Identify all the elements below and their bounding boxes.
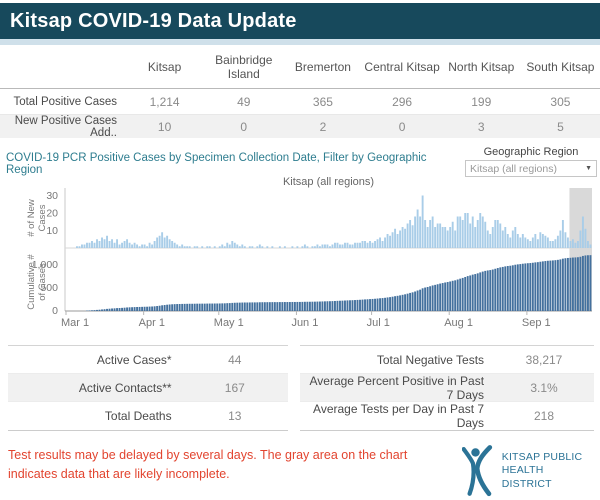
y1-tick-label: 30 xyxy=(46,190,58,202)
header-accent-strip xyxy=(0,39,600,45)
cases-chart[interactable]: 10 20 30 0 500 1,000 Mar 1 Apr 1 May 1 Jun 1 Jul 1… xyxy=(0,185,600,335)
stat-label: Active Contacts** xyxy=(78,380,172,395)
cell-value: 2 xyxy=(319,119,327,134)
column-header: North Kitsap xyxy=(448,59,515,74)
cell-value: 10 xyxy=(157,119,172,134)
cell-value: 0 xyxy=(398,119,406,134)
chevron-down-icon: ▼ xyxy=(585,165,592,172)
geographic-region-dropdown[interactable]: Kitsap (all regions) ▼ xyxy=(465,160,597,177)
y2-tick-label: 1,000 xyxy=(32,259,58,271)
stat-row: Total Deaths 13 xyxy=(8,402,288,430)
y2-axis-title: Cumulative #of Cases xyxy=(26,254,48,310)
page-title: Kitsap COVID-19 Data Update xyxy=(10,9,297,32)
x-tick-label: Mar 1 xyxy=(61,317,89,329)
column-header: Central Kitsap xyxy=(364,59,440,74)
chart-title: COVID-19 PCR Positive Cases by Specimen … xyxy=(6,152,427,176)
stat-value: 38,217 xyxy=(525,352,563,367)
column-header: South Kitsap xyxy=(526,59,595,74)
header-bar: Kitsap COVID-19 Data Update xyxy=(0,3,600,39)
cell-value: 0 xyxy=(240,119,248,134)
dropdown-value: Kitsap (all regions) xyxy=(470,162,557,175)
cell-value: 199 xyxy=(471,94,492,109)
x-tick-label: Apr 1 xyxy=(139,317,165,329)
new-cases-bars[interactable] xyxy=(76,195,592,249)
logo-line-1: KITSAP PUBLIC xyxy=(501,451,583,464)
table-row: Total Positive Cases 1,214 49 365 296 199 305 xyxy=(0,89,600,115)
stat-label: Active Cases* xyxy=(96,352,172,367)
filter-label: Geographic Region xyxy=(483,146,579,158)
column-header: Kitsap xyxy=(147,59,182,74)
x-tick-label: Sep 1 xyxy=(522,317,551,329)
column-header: Bainbridge Island xyxy=(215,52,273,81)
row-label: New Positive Cases Add.. xyxy=(14,114,117,139)
cell-value: 296 xyxy=(392,94,413,109)
stat-label: Average Tests per Day in Past 7 Days xyxy=(313,402,485,430)
stat-row: Active Cases* 44 xyxy=(8,346,288,374)
table-row: New Positive Cases Add.. 10 0 2 0 3 5 xyxy=(0,114,600,139)
stat-row: Total Negative Tests 38,217 xyxy=(300,346,594,374)
person-figure-icon xyxy=(462,445,493,497)
cell-value: 5 xyxy=(557,119,564,134)
stat-value: 44 xyxy=(228,352,242,367)
stat-row: Average Percent Positive in Past 7 Days 3… xyxy=(300,374,594,402)
case-stats-table: Active Cases* 44 Active Contacts** 167 Total… xyxy=(8,345,288,431)
kitsap-health-logo: KITSAP PUBLIC HEALTH DISTRICT xyxy=(462,445,596,497)
y1-axis-title: # of NewCases xyxy=(26,199,48,237)
testing-stats-table: Total Negative Tests 38,217 Average Percen… xyxy=(300,345,594,431)
disclaimer-note: Test results may be delayed by several d… xyxy=(8,448,408,481)
y1-tick-label: 20 xyxy=(46,208,58,220)
x-tick-label: May 1 xyxy=(214,317,244,329)
logo-line-2: HEALTH DISTRICT xyxy=(501,464,552,490)
column-header: Bremerton xyxy=(294,59,351,74)
y2-tick-label: 0 xyxy=(52,305,58,317)
stat-value: 167 xyxy=(224,380,245,395)
row-label: Total Positive Cases xyxy=(13,95,117,108)
stat-row: Average Tests per Day in Past 7 Days 218 xyxy=(300,402,594,430)
stat-label: Total Negative Tests xyxy=(376,352,485,367)
stat-label: Average Percent Positive in Past 7 Days xyxy=(309,373,485,402)
stat-label: Total Deaths xyxy=(104,409,172,423)
chart-subtitle: Kitsap (all regions) xyxy=(282,176,375,188)
region-summary-table: Kitsap Bainbridge Island Bremerton Central … xyxy=(0,47,600,139)
cell-value: 305 xyxy=(550,94,571,109)
y1-tick-label: 10 xyxy=(46,225,58,237)
cell-value: 1,214 xyxy=(149,94,180,109)
region-table-header-row: Kitsap Bainbridge Island Bremerton Central … xyxy=(0,47,600,89)
x-tick-label: Jun 1 xyxy=(291,317,318,329)
cell-value: 3 xyxy=(477,119,485,134)
cell-value: 49 xyxy=(237,94,251,109)
cumulative-cases-bars[interactable] xyxy=(86,255,592,311)
y2-tick-label: 500 xyxy=(40,282,58,294)
stat-row: Active Contacts** 167 xyxy=(8,374,288,402)
x-tick-label: Aug 1 xyxy=(444,317,473,329)
stat-value: 3.1% xyxy=(530,380,558,395)
stat-value: 13 xyxy=(228,409,242,423)
stat-value: 218 xyxy=(534,409,555,423)
cell-value: 365 xyxy=(312,94,333,109)
logo-text: KITSAP PUBLIC HEALTH DISTRICT xyxy=(502,451,596,490)
x-tick-label: Jul 1 xyxy=(367,317,390,329)
